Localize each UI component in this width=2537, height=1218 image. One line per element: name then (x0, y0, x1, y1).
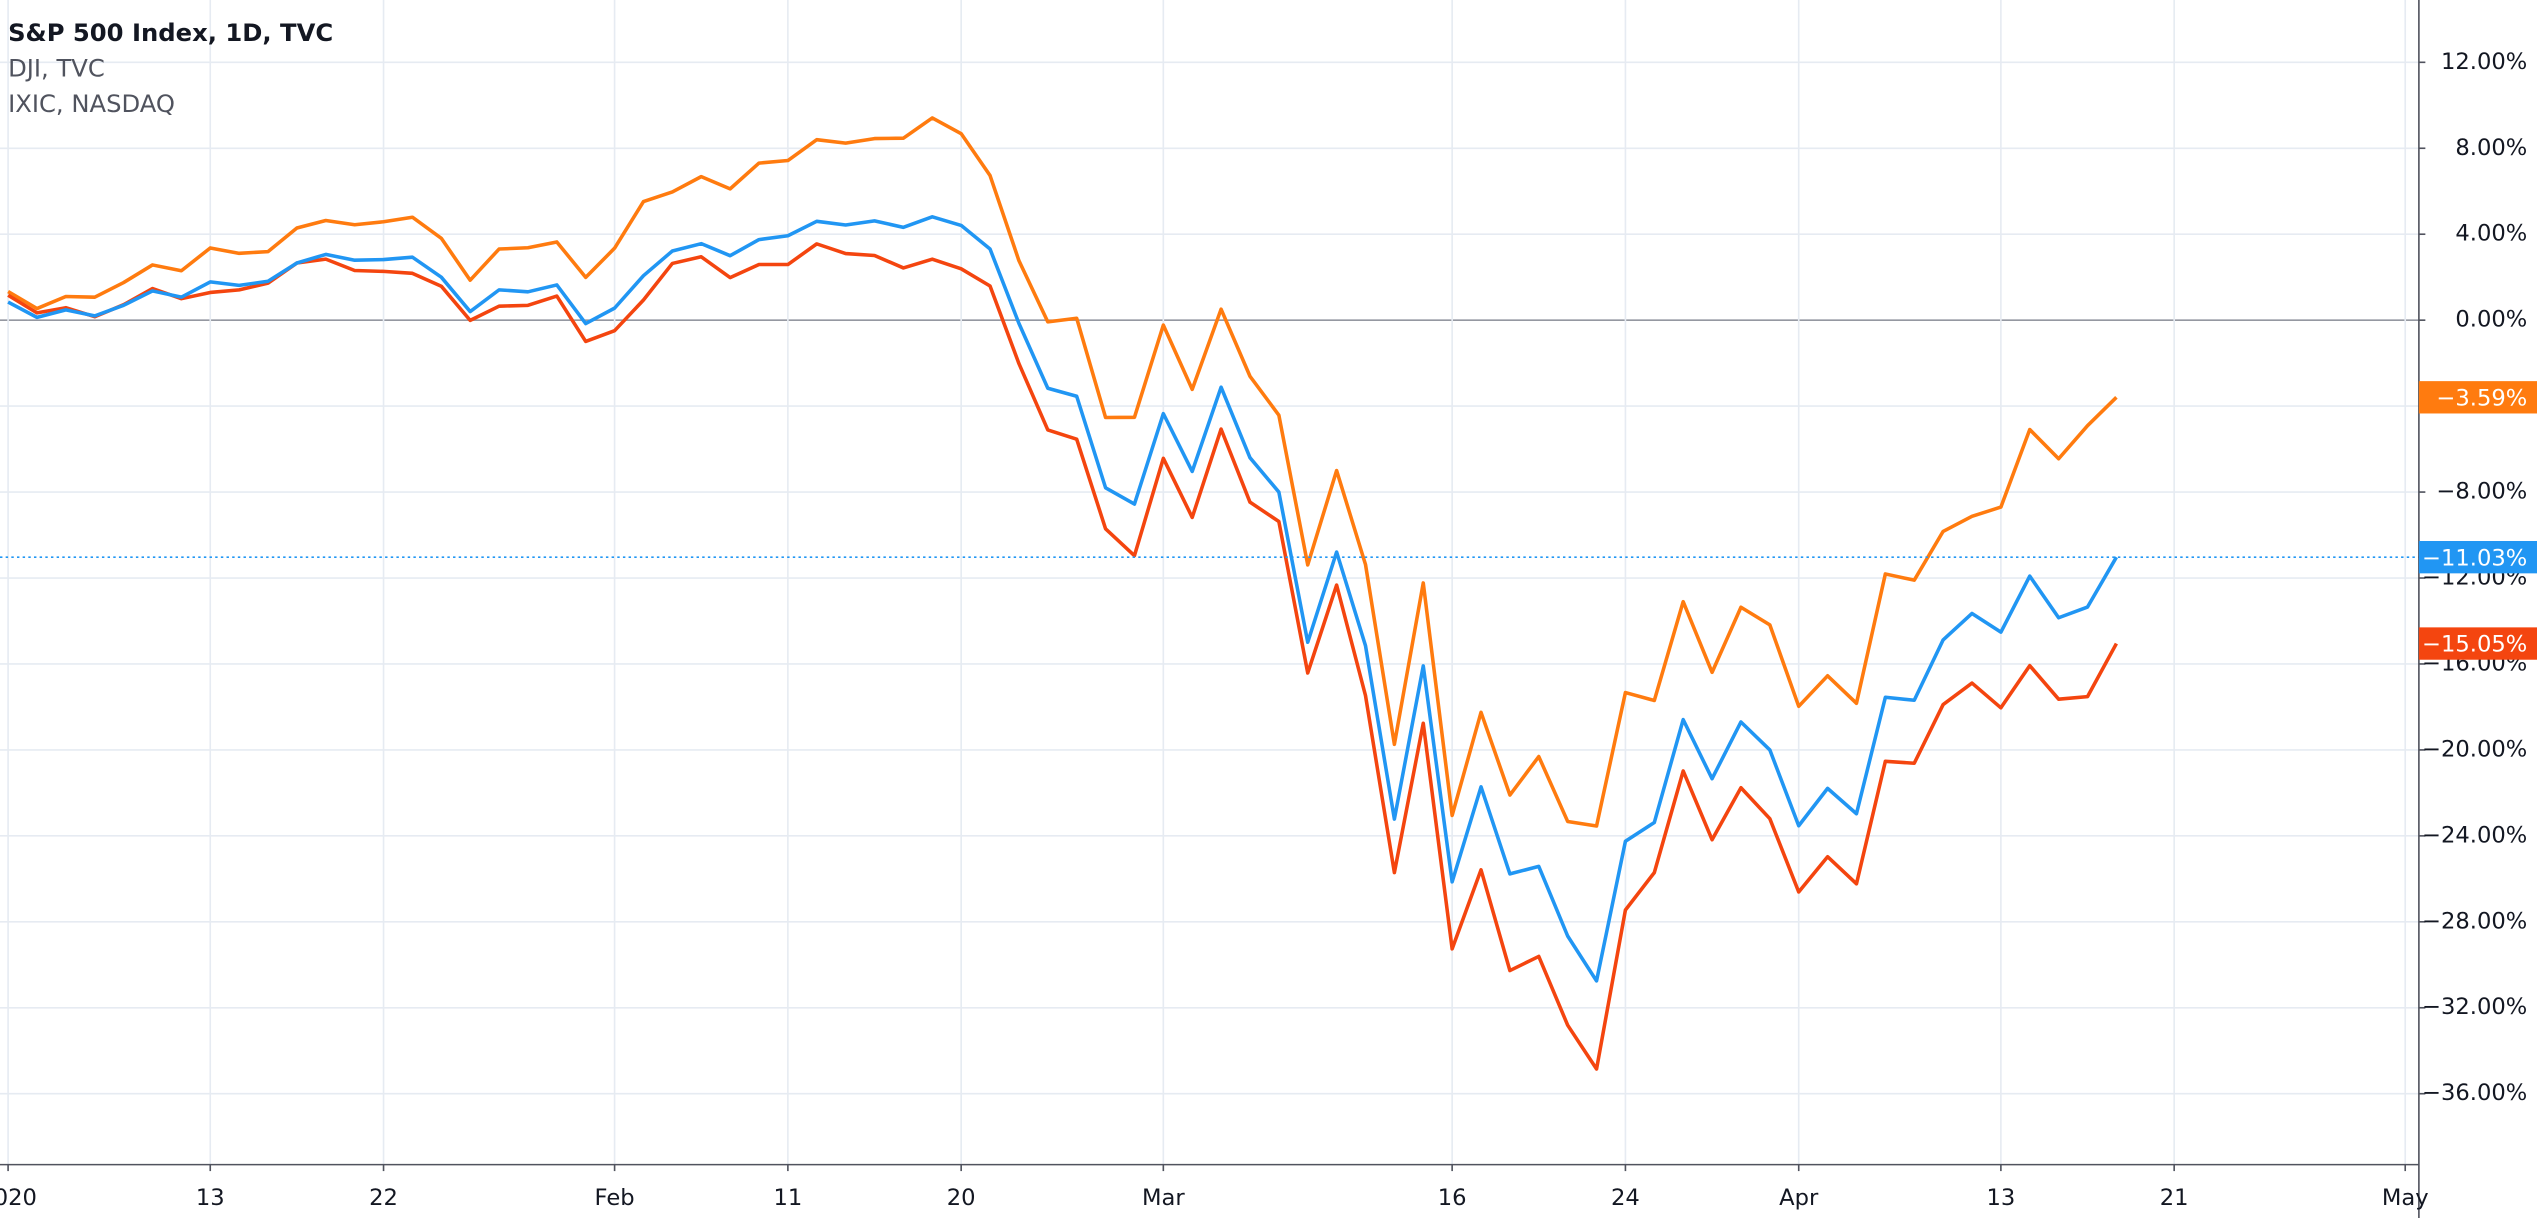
last-value-badge (2418, 627, 2537, 660)
y-tick-label: −24.00% (2422, 822, 2527, 848)
series-line (7, 242, 2118, 1071)
last-value-badge (2418, 540, 2537, 574)
legend-compare-symbol[interactable]: DJI, TVC (8, 54, 105, 83)
y-tick-label: −36.00% (2422, 1080, 2527, 1106)
x-tick-label: 24 (1611, 1185, 1640, 1211)
last-value-label: −15.05% (2422, 632, 2527, 658)
y-tick-label: −20.00% (2422, 736, 2527, 762)
y-tick-label: −32.00% (2422, 994, 2527, 1020)
last-value-label: −11.03% (2422, 545, 2527, 571)
axes: 12.00%8.00%4.00%0.00%−4.00%−8.00%−12.00%… (0, 49, 2537, 1211)
x-tick-label: May (2382, 1185, 2429, 1211)
x-tick-label: Apr (1779, 1185, 1819, 1211)
x-tick-label: 21 (2160, 1185, 2189, 1211)
x-tick-label: Feb (595, 1185, 635, 1211)
x-tick-label: 11 (773, 1185, 802, 1211)
x-tick-label: Mar (1142, 1185, 1185, 1211)
last-value-badge (2418, 381, 2537, 414)
y-tick-label: 8.00% (2455, 135, 2527, 161)
y-tick-label: 12.00% (2441, 49, 2527, 75)
plot (0, 116, 2419, 1071)
y-tick-label: 4.00% (2455, 221, 2527, 247)
legend-main-symbol[interactable]: S&P 500 Index, 1D, TVC (8, 18, 333, 47)
y-tick-label: 0.00% (2455, 307, 2527, 333)
legend-compare-symbol[interactable]: IXIC, NASDAQ (8, 89, 175, 118)
series-line (7, 116, 2118, 828)
series-line (7, 215, 2118, 983)
y-tick-label: −8.00% (2436, 479, 2527, 505)
x-tick-label: 22 (369, 1185, 398, 1211)
x-tick-label: 13 (196, 1185, 225, 1211)
x-tick-label: 13 (1986, 1185, 2015, 1211)
x-tick-label: 20 (947, 1185, 976, 1211)
grid (0, 0, 2419, 1165)
x-tick-label: 16 (1438, 1185, 1467, 1211)
x-tick-label: 2020 (0, 1185, 37, 1211)
last-value-label: −3.59% (2436, 385, 2527, 411)
y-tick-label: −28.00% (2422, 908, 2527, 934)
